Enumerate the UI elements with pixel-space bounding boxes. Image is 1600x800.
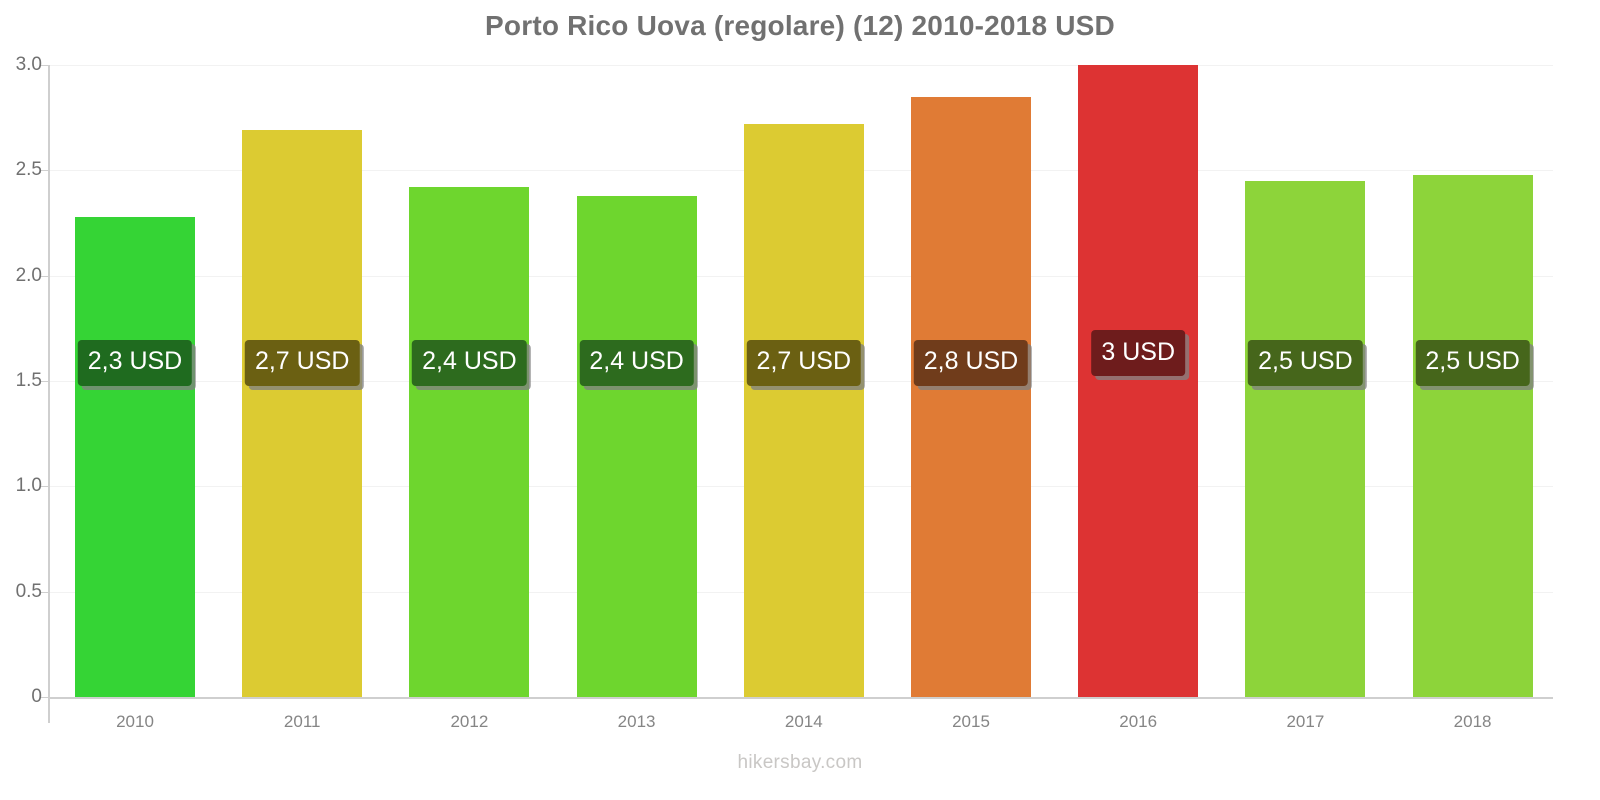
x-axis-origin-tick bbox=[48, 697, 50, 723]
bar-2014[interactable] bbox=[743, 124, 864, 697]
bar-2012[interactable] bbox=[409, 187, 530, 697]
x-axis-tick-label-2018: 2018 bbox=[1453, 712, 1492, 731]
x-axis-tick-label-2011: 2011 bbox=[283, 712, 321, 731]
y-axis-tick-mark bbox=[40, 697, 49, 698]
bar-2015[interactable] bbox=[911, 96, 1031, 697]
bar-value-label-2018: 2,5 USD bbox=[1415, 339, 1530, 386]
y-axis-tick-label: 0.5 bbox=[15, 581, 42, 602]
bar-value-label-2016: 3 USD bbox=[1091, 330, 1186, 376]
y-axis-tick-label: 2.5 bbox=[15, 159, 42, 180]
bar-2013[interactable] bbox=[576, 195, 697, 697]
bar-2018[interactable] bbox=[1412, 174, 1533, 697]
x-axis-tick-label-2010: 2010 bbox=[116, 712, 154, 731]
bar-value-label-2015: 2,8 USD bbox=[913, 339, 1029, 386]
x-axis-tick-label-2016: 2016 bbox=[1119, 712, 1158, 731]
y-axis-tick-mark bbox=[40, 486, 49, 487]
x-axis-tick-label-2015: 2015 bbox=[952, 712, 990, 731]
y-axis-tick-label: 3.0 bbox=[15, 54, 42, 75]
page-title: Porto Rico Uova (regolare) (12) 2010-201… bbox=[485, 10, 1115, 41]
x-axis-tick-label-2017: 2017 bbox=[1286, 712, 1325, 731]
y-axis-tick-label: 1.0 bbox=[15, 475, 42, 496]
y-axis-tick-mark bbox=[40, 381, 49, 382]
plot-area: 2,3 USD 2,7 USD 2,4 USD 2,4 USD 2,7 USD 2,8 U… bbox=[48, 65, 1553, 697]
bar-value-label-2013: 2,4 USD bbox=[579, 339, 694, 386]
y-axis-tick-mark bbox=[40, 276, 49, 277]
gridline bbox=[48, 65, 1553, 66]
bar-2011[interactable] bbox=[242, 130, 363, 697]
bar-value-label-2012: 2,4 USD bbox=[412, 339, 527, 386]
y-axis-tick-label: 1.5 bbox=[15, 370, 42, 391]
bar-value-label-2014: 2,7 USD bbox=[746, 339, 862, 386]
y-axis-tick-mark bbox=[40, 170, 49, 171]
bar-value-label-2011: 2,7 USD bbox=[244, 339, 360, 386]
bar-2010[interactable] bbox=[75, 216, 195, 697]
y-axis-tick-mark bbox=[40, 65, 49, 66]
bar-value-label-2017: 2,5 USD bbox=[1248, 339, 1363, 386]
y-axis-tick-label: 2.0 bbox=[15, 265, 42, 286]
bar-2016[interactable] bbox=[1078, 65, 1199, 697]
bar-2017[interactable] bbox=[1245, 180, 1366, 697]
x-axis-tick-label-2013: 2013 bbox=[617, 712, 656, 731]
bar-value-label-2010: 2,3 USD bbox=[77, 339, 193, 386]
x-axis-line bbox=[48, 697, 1553, 699]
y-axis-tick-mark bbox=[40, 592, 49, 593]
y-axis-line bbox=[48, 65, 50, 712]
footer-credit: hikersbay.com bbox=[737, 752, 863, 773]
y-axis-tick-label: 0 bbox=[31, 686, 42, 707]
x-axis-tick-label-2012: 2012 bbox=[450, 712, 489, 731]
x-axis-tick-label-2014: 2014 bbox=[784, 712, 823, 731]
